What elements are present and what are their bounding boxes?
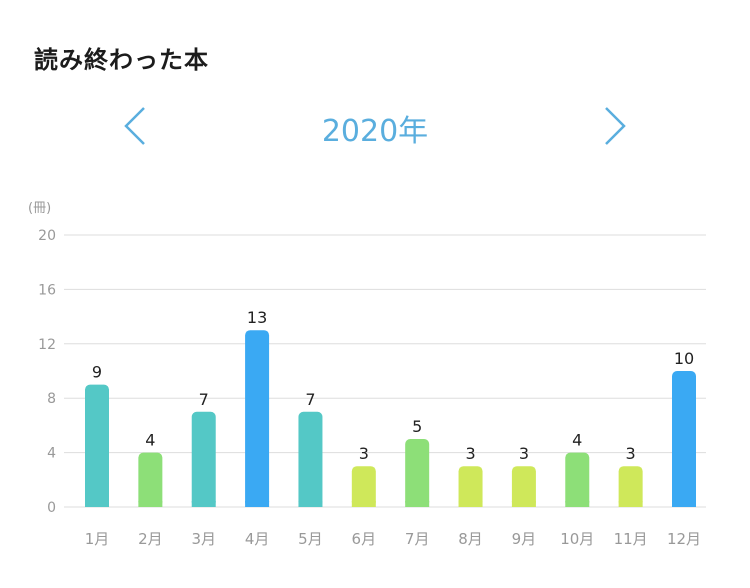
data-label: 13 [247, 308, 267, 327]
x-tick-label: 10月 [560, 530, 594, 548]
previous-year-button[interactable] [116, 104, 156, 148]
data-label: 7 [305, 390, 315, 409]
x-tick-label: 4月 [245, 530, 270, 548]
bar [191, 411, 216, 507]
data-label: 4 [145, 431, 155, 450]
page-title: 読み終わった本 [34, 46, 209, 74]
data-label: 5 [412, 417, 422, 436]
data-label: 7 [199, 390, 209, 409]
x-tick-label: 6月 [352, 530, 377, 548]
bar [511, 466, 536, 507]
y-tick-label: 16 [38, 282, 56, 298]
bar-base [191, 501, 216, 507]
bar [245, 330, 270, 507]
data-label: 3 [519, 444, 529, 463]
y-tick-label: 20 [38, 228, 56, 244]
year-label: 2020年 [321, 114, 429, 149]
bar-base [245, 501, 270, 507]
bar-base [351, 501, 376, 507]
data-label: 3 [359, 444, 369, 463]
x-tick-label: 12月 [667, 530, 701, 548]
bar [672, 371, 696, 507]
y-tick-label: 8 [47, 391, 56, 407]
data-label: 4 [572, 431, 582, 450]
bar [405, 439, 430, 507]
bar-base [405, 501, 430, 507]
y-axis-unit-label: (冊) [28, 201, 51, 216]
x-tick-label: 11月 [614, 530, 648, 548]
monthly-books-chart: (冊) 0 4 8 12 16 20 9 1月 4 2月 7 3月 13 4月 7 5月 3 6月 5 7月 3 8月 3 9月… [28, 201, 706, 548]
x-tick-label: 5月 [298, 530, 323, 548]
bar [618, 466, 643, 507]
x-tick-label: 8月 [458, 530, 483, 548]
bar-base [458, 501, 483, 507]
bar-base [138, 501, 163, 507]
y-tick-label: 0 [47, 500, 56, 516]
bar [298, 411, 323, 507]
y-tick-label: 12 [38, 337, 56, 353]
x-tick-label: 7月 [405, 530, 430, 548]
chevron-right-icon [605, 107, 626, 145]
x-tick-label: 1月 [85, 530, 110, 548]
bar-base [618, 501, 643, 507]
bar [351, 466, 376, 507]
bar [138, 452, 163, 507]
next-year-button[interactable] [594, 104, 634, 148]
year-navigator: 2020年 [0, 98, 750, 158]
bar-base [672, 501, 696, 507]
bar-base [85, 501, 109, 507]
x-tick-label: 9月 [512, 530, 537, 548]
bar-base [565, 501, 590, 507]
chevron-left-icon [124, 107, 145, 145]
bar-base [298, 501, 323, 507]
data-label: 9 [92, 363, 102, 382]
bar [565, 452, 590, 507]
x-tick-label: 2月 [138, 530, 163, 548]
data-label: 3 [626, 444, 636, 463]
data-label: 10 [674, 349, 694, 368]
bar [458, 466, 483, 507]
bar-base [511, 501, 536, 507]
data-label: 3 [465, 444, 475, 463]
y-tick-label: 4 [47, 446, 56, 462]
x-tick-label: 3月 [191, 530, 216, 548]
bar [85, 384, 109, 507]
